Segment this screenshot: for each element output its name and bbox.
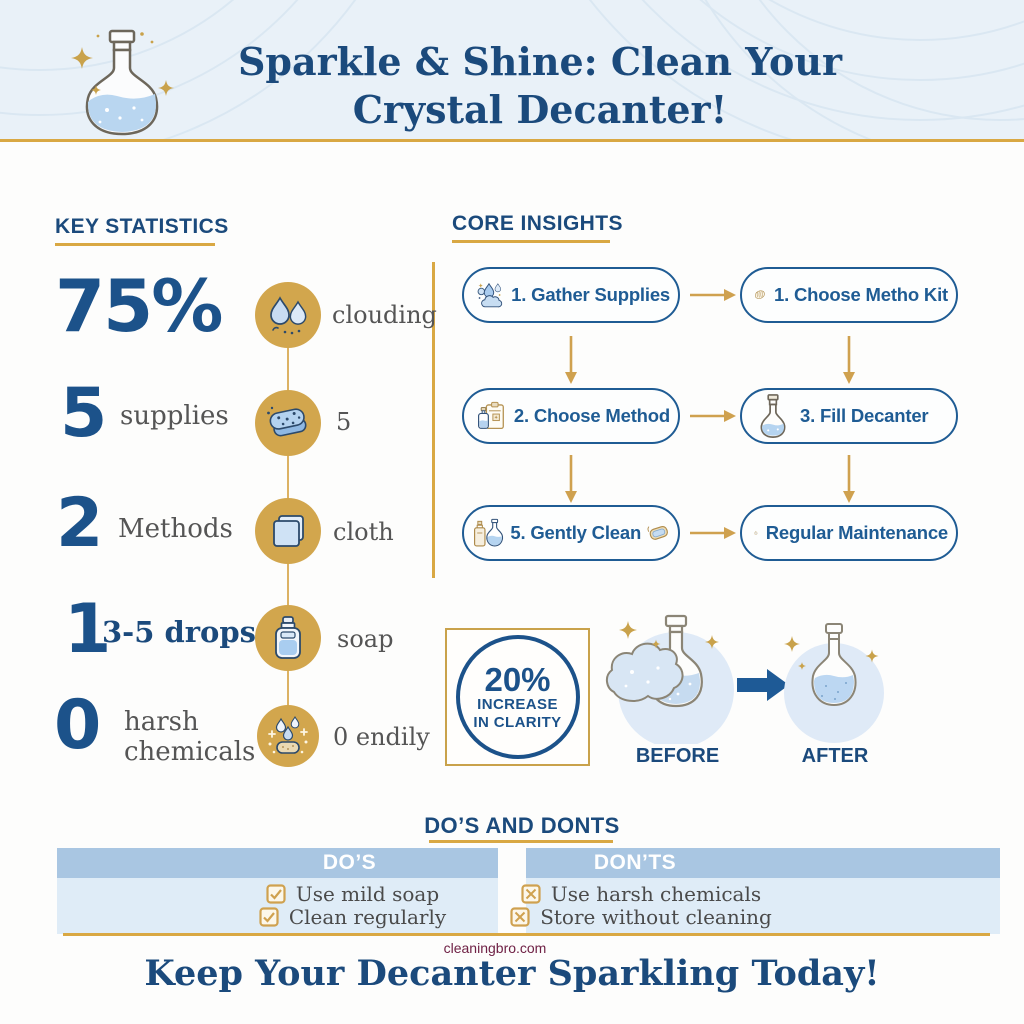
- flow-arrow-down-icon: [843, 455, 855, 503]
- clarity-percent: 20%: [484, 660, 551, 698]
- stat-label: harsh chemicals: [124, 707, 256, 767]
- dos-donts-underline: [429, 840, 613, 843]
- water-drops-icon: [270, 296, 307, 335]
- key-statistics-heading: KEY STATISTICS: [55, 215, 229, 238]
- stat-icon-label: cloth: [333, 518, 394, 546]
- donts-item-label: Use harsh chemicals: [550, 881, 762, 906]
- stat-label: supplies: [120, 401, 229, 431]
- after-label: AFTER: [801, 745, 869, 767]
- footer-tagline: Keep Your Decanter Sparkling Today!: [144, 953, 880, 994]
- flow-step-label: 3. Fill Decanter: [800, 405, 929, 426]
- stat-label: 3-5 drops: [102, 615, 256, 649]
- bottles-icon: [474, 518, 504, 547]
- dos-panel: DO’S Use mild soap Clean regularly: [57, 848, 498, 934]
- flow-step-label: 5. Gently Clean: [510, 522, 642, 543]
- page-title-line1: Sparkle & Shine: Clean Your: [237, 39, 843, 84]
- flow-step-label: 1. Choose Metho Kit: [773, 284, 948, 305]
- checkbox-x-icon: [510, 906, 530, 927]
- stat-value: 2: [56, 484, 103, 563]
- stat-icon-badge: [255, 498, 321, 564]
- checkbox-check-icon: [266, 883, 286, 904]
- drops-soap-icon: [268, 715, 308, 754]
- flow-arrow-right-icon: [690, 289, 736, 301]
- gather-supplies-icon: [477, 282, 503, 308]
- dos-item-label: Use mild soap: [295, 881, 440, 906]
- stat-value: 5: [60, 374, 107, 453]
- dos-item: Clean regularly: [132, 904, 573, 929]
- checkbox-x-icon: [521, 883, 541, 904]
- cloth-icon: [273, 515, 304, 547]
- flow-step-fill-decanter: 3. Fill Decanter: [740, 388, 958, 444]
- stat-icon-label: 5: [336, 408, 352, 436]
- key-statistics-underline: [55, 243, 215, 246]
- clarity-line1: INCREASE: [477, 695, 558, 713]
- stat-icon-badge: [255, 282, 321, 348]
- flow-arrow-right-icon: [690, 527, 736, 539]
- sponge-icon: [267, 406, 307, 437]
- stat-value: 1: [64, 590, 111, 669]
- clipboard-bottle-icon: [478, 401, 504, 429]
- decanter-icon: [71, 29, 174, 136]
- stopwatch-icon: [754, 531, 758, 535]
- soap-bottle-icon: [275, 616, 301, 659]
- dos-header-label: DO’S: [322, 851, 377, 874]
- header-band: Sparkle & Shine: Clean Your Crystal Deca…: [0, 0, 1024, 140]
- flow-arrow-down-icon: [565, 336, 577, 384]
- stat-icon-label: soap: [337, 625, 394, 653]
- flow-step-choose-metho-kit: 1. Choose Metho Kit: [740, 267, 958, 323]
- website-text: cleaningbro.com: [443, 940, 547, 956]
- stat-icon-badge: [255, 605, 321, 671]
- wave-pattern: [0, 0, 1024, 140]
- donts-header: DON’TS: [526, 848, 1000, 878]
- fill-decanter-icon: [760, 394, 786, 438]
- dos-header: DO’S: [57, 848, 498, 878]
- page-title: Sparkle & Shine: Clean Your Crystal Deca…: [210, 38, 870, 134]
- clarity-highlight-box: 20% INCREASE IN CLARITY: [445, 628, 590, 766]
- flow-arrow-right-icon: [690, 410, 736, 422]
- page-title-line2: Crystal Decanter!: [352, 86, 728, 132]
- flow-step-gather-supplies: 1. Gather Supplies: [462, 267, 680, 323]
- before-decanter-art: [606, 614, 734, 744]
- flow-step-gently-clean: 5. Gently Clean: [462, 505, 680, 561]
- stat-label: Methods: [118, 514, 233, 544]
- flow-step-label: 1. Gather Supplies: [511, 284, 670, 305]
- stat-icon-label: clouding: [332, 301, 437, 329]
- donts-item: Use harsh chemicals: [404, 881, 878, 906]
- donts-body: Use harsh chemicals Store without cleani…: [510, 878, 1000, 934]
- sponge-small-icon: [647, 525, 669, 540]
- hand-wipe-icon: [755, 290, 765, 299]
- core-insights-heading: CORE INSIGHTS: [452, 212, 623, 235]
- flow-step-label: 2. Choose Method: [513, 405, 670, 426]
- column-divider-line: [432, 262, 435, 578]
- dos-body: Use mild soap Clean regularly: [57, 878, 498, 934]
- clarity-highlight-circle: 20% INCREASE IN CLARITY: [455, 635, 580, 759]
- after-decanter-art: [784, 623, 884, 743]
- checkbox-check-icon: [259, 906, 279, 927]
- stat-icon-badge: [257, 705, 319, 767]
- transform-arrow-icon: [737, 669, 789, 701]
- donts-item-label: Store without cleaning: [540, 904, 772, 929]
- flow-arrow-down-icon: [843, 336, 855, 384]
- dos-item: Use mild soap: [132, 881, 573, 906]
- dos-item-label: Clean regularly: [288, 904, 447, 929]
- stat-value: 0: [54, 686, 101, 765]
- header-divider: [0, 139, 1024, 142]
- flow-arrow-down-icon: [565, 455, 577, 503]
- clarity-line2: IN CLARITY: [473, 713, 562, 731]
- stat-value: 75%: [55, 264, 223, 348]
- stat-icon-badge: [255, 390, 321, 456]
- donts-panel: DON’TS Use harsh chemicals Store without…: [510, 848, 1000, 934]
- donts-item: Store without cleaning: [404, 904, 878, 929]
- flow-step-label: Regular Maintenance: [765, 522, 948, 543]
- flow-step-choose-method: 2. Choose Method: [462, 388, 680, 444]
- flow-step-regular-maintenance: Regular Maintenance: [740, 505, 958, 561]
- donts-header-label: DON’TS: [593, 851, 677, 874]
- before-label: BEFORE: [635, 745, 720, 767]
- stat-icon-label: 0 endily: [333, 723, 430, 751]
- dos-donts-heading: DO’S AND DONTS: [424, 813, 620, 838]
- core-insights-underline: [452, 240, 610, 243]
- footer-divider: [63, 933, 990, 936]
